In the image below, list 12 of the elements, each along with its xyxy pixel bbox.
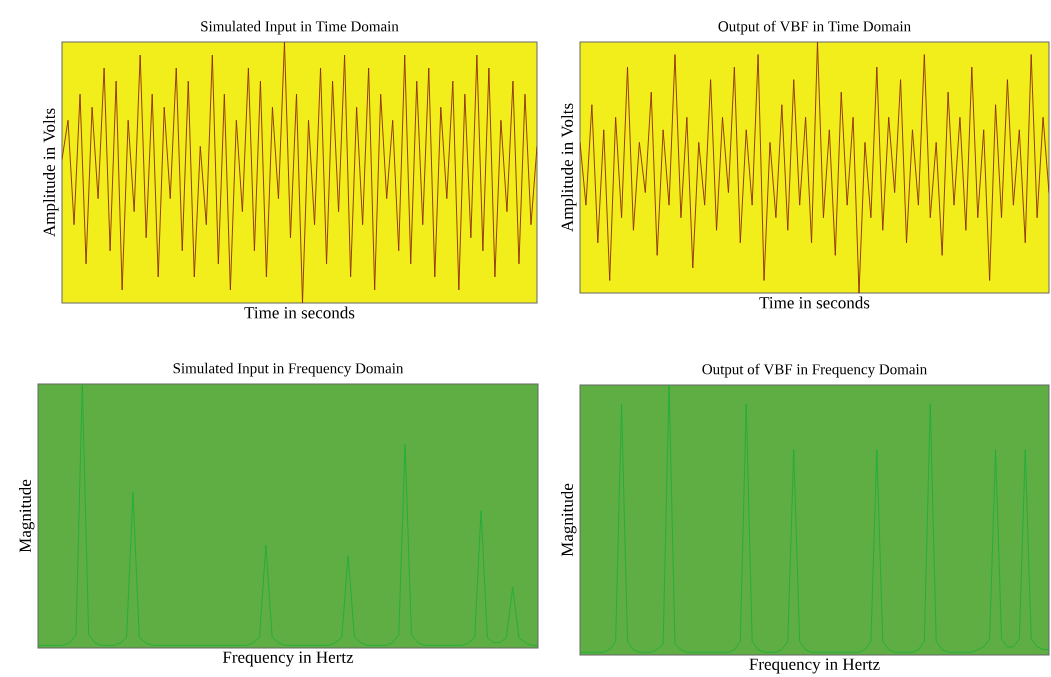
chart-title: Output of VBF in Time Domain — [718, 20, 911, 35]
y-axis-title: Amplitude in Volts — [561, 103, 577, 232]
y-axis-title: Amplitude in Volts — [43, 108, 59, 237]
x-axis-title: Frequency in Hertz — [749, 658, 880, 674]
x-axis-title: Time in seconds — [244, 306, 355, 319]
y-axis-title: Magnitude — [19, 479, 35, 553]
chart-title: Simulated Input in Frequency Domain — [173, 362, 404, 377]
chart-title: Output of VBF in Frequency Domain — [702, 363, 927, 378]
y-axis-title: Magnitude — [561, 483, 577, 557]
chart-title: Simulated Input in Time Domain — [201, 20, 399, 35]
x-axis-title: Time in seconds — [759, 296, 870, 309]
x-axis-title: Frequency in Hertz — [222, 651, 354, 667]
